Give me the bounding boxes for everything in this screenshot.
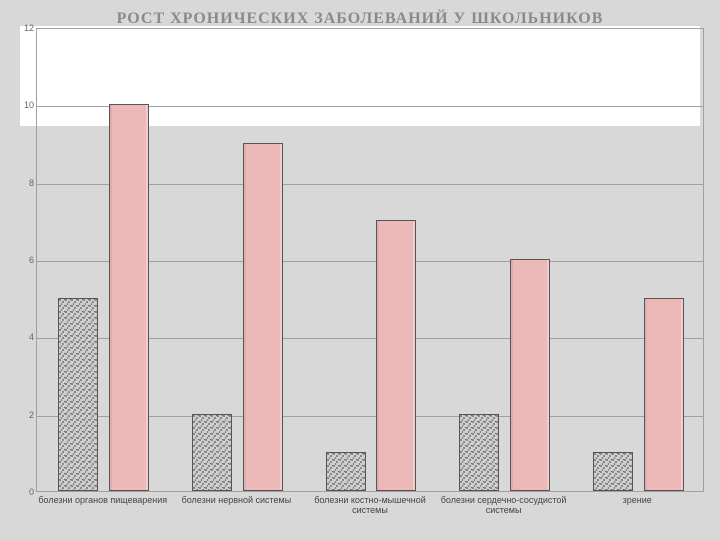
bar-series1 bbox=[192, 414, 232, 491]
bar-series2 bbox=[109, 104, 149, 491]
bar-series1 bbox=[459, 414, 499, 491]
category-label: болезни органов пищеварения bbox=[36, 496, 170, 506]
category-label: болезни сердечно-сосудистой системы bbox=[437, 496, 571, 516]
bar-series2 bbox=[243, 143, 283, 491]
category-label: болезни костно-мышечной системы bbox=[303, 496, 437, 516]
y-tick-label: 6 bbox=[20, 255, 34, 265]
y-tick-label: 8 bbox=[20, 178, 34, 188]
chart-title: РОСТ ХРОНИЧЕСКИХ ЗАБОЛЕВАНИЙ У ШКОЛЬНИКО… bbox=[20, 10, 700, 28]
category-label: зрение bbox=[570, 496, 704, 506]
y-tick-label: 0 bbox=[20, 487, 34, 497]
bar-series1 bbox=[58, 298, 98, 491]
bar-series2 bbox=[644, 298, 684, 491]
category-label: болезни нервной системы bbox=[170, 496, 304, 506]
page: РОСТ ХРОНИЧЕСКИХ ЗАБОЛЕВАНИЙ У ШКОЛЬНИКО… bbox=[0, 0, 720, 540]
bar-series2 bbox=[376, 220, 416, 491]
y-tick-label: 10 bbox=[20, 100, 34, 110]
chart-area bbox=[36, 28, 704, 492]
y-tick-label: 12 bbox=[20, 23, 34, 33]
bar-series1 bbox=[593, 452, 633, 491]
bar-series1 bbox=[326, 452, 366, 491]
bar-series2 bbox=[510, 259, 550, 491]
y-tick-label: 4 bbox=[20, 332, 34, 342]
plot-area bbox=[37, 29, 703, 491]
y-tick-label: 2 bbox=[20, 410, 34, 420]
